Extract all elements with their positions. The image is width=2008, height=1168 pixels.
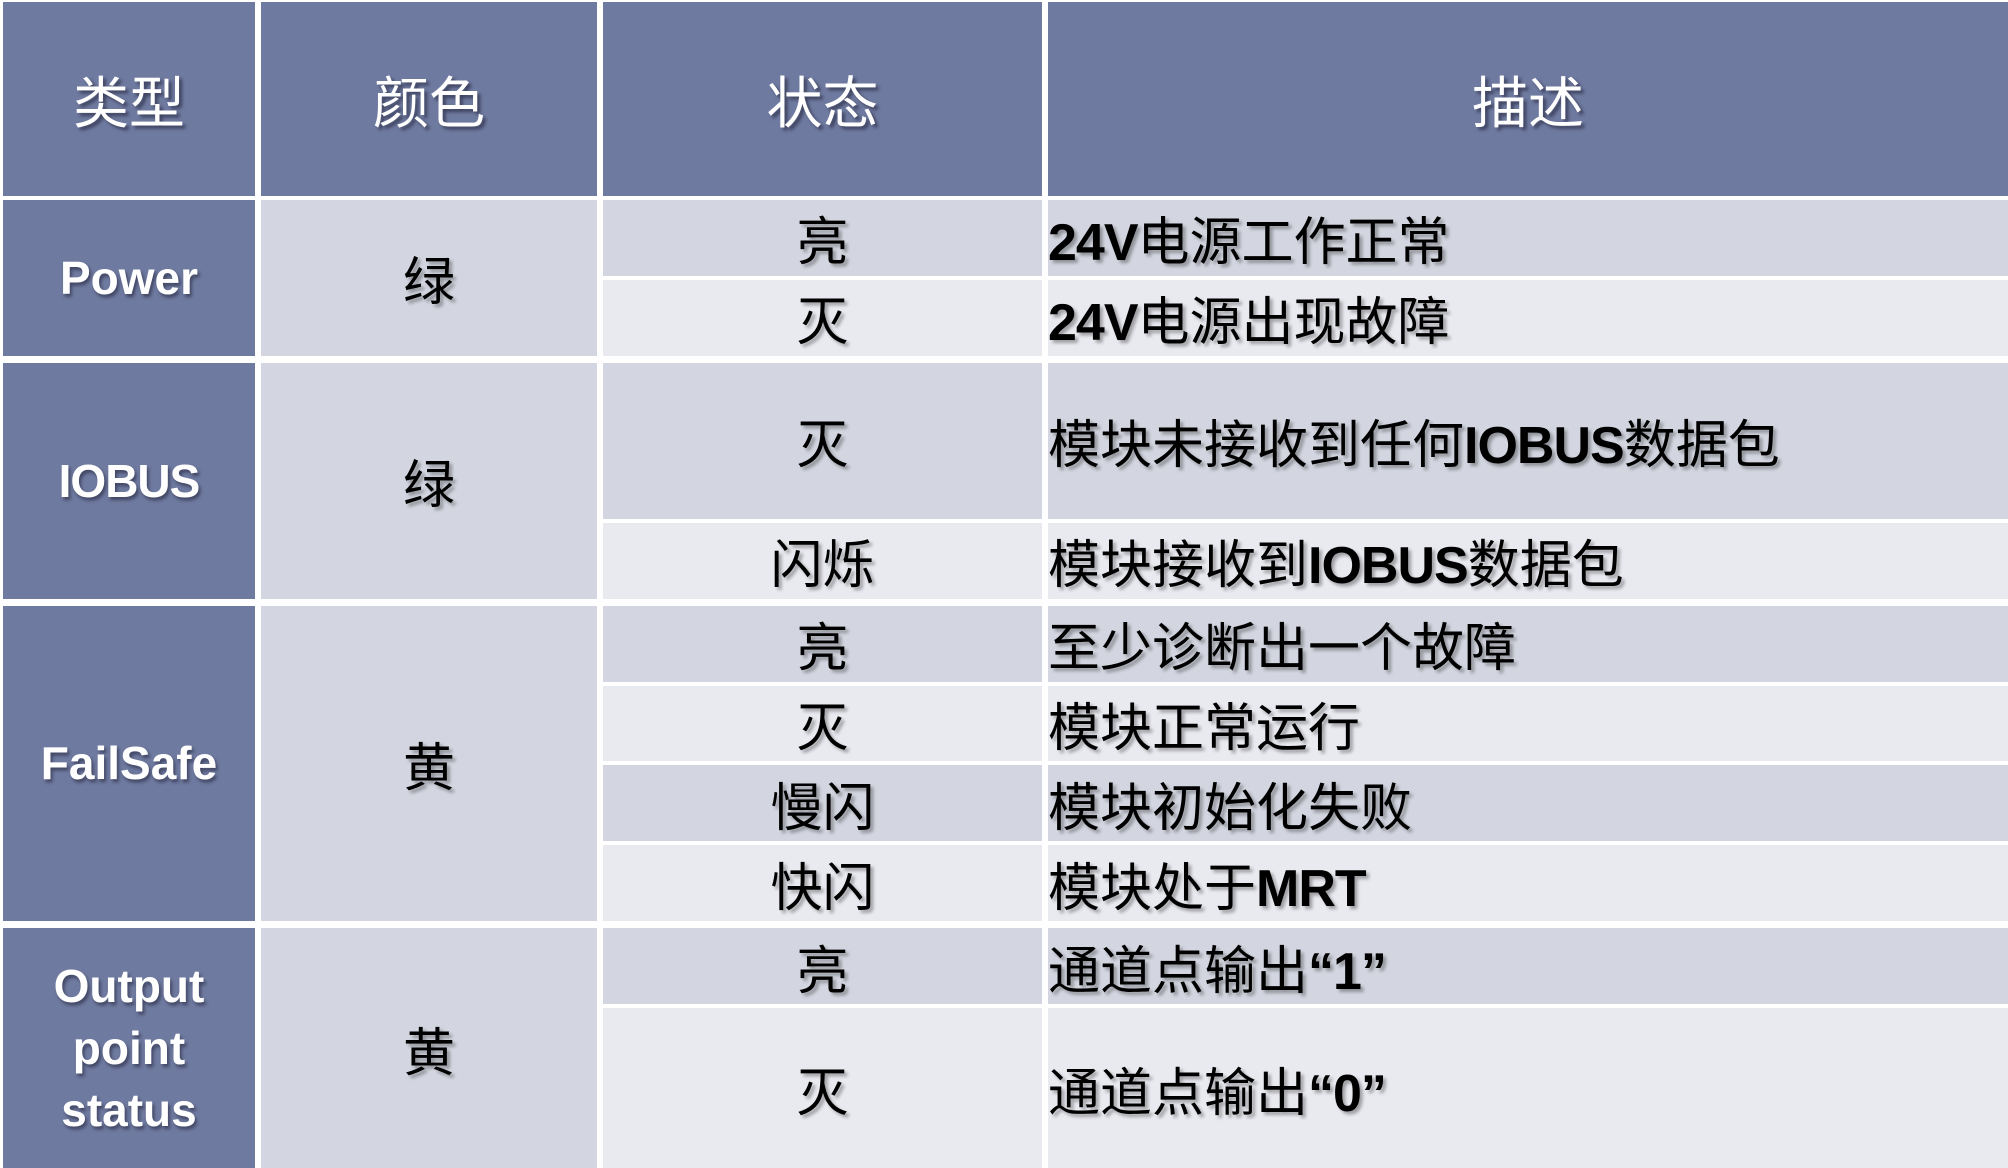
- color-cell-power: 绿: [261, 200, 603, 363]
- header-row: 类型 颜色 状态 描述: [3, 2, 2008, 200]
- header-cell-status: 状态: [603, 2, 1048, 200]
- status-cell: 亮: [603, 200, 1048, 280]
- description-cell: 通道点输出“0”: [1048, 1008, 2008, 1168]
- status-cell: 慢闪: [603, 765, 1048, 846]
- table-row-iobus-blink: 闪烁 模块接收到IOBUS数据包: [3, 522, 2008, 606]
- status-cell: 灭: [603, 685, 1048, 766]
- color-cell-iobus: 绿: [261, 362, 603, 606]
- description-cell: 模块处于MRT: [1048, 845, 2008, 929]
- description-cell: 通道点输出“1”: [1048, 928, 2008, 1009]
- description-cell: 模块未接收到任何IOBUS数据包: [1048, 362, 2008, 523]
- status-cell: 亮: [603, 605, 1048, 686]
- description-cell: 模块初始化失败: [1048, 765, 2008, 846]
- header-cell-type: 类型: [3, 2, 261, 200]
- description-cell: 模块接收到IOBUS数据包: [1048, 522, 2008, 606]
- status-cell: 快闪: [603, 845, 1048, 929]
- description-cell: 24V电源工作正常: [1048, 200, 2008, 280]
- type-cell-power: Power: [3, 200, 261, 363]
- table-row-iobus-off: IOBUS 绿 灭 模块未接收到任何IOBUS数据包: [3, 362, 2008, 606]
- table-row-failsafe-on: FailSafe 黄 亮 至少诊断出一个故障: [3, 605, 2008, 929]
- table-row-failsafe-slowblink: 慢闪 模块初始化失败: [3, 765, 2008, 846]
- status-cell: 亮: [603, 928, 1048, 1009]
- type-cell-output-point-status: Output point status: [3, 928, 261, 1168]
- type-cell-failsafe: FailSafe: [3, 605, 261, 929]
- header-cell-description: 描述: [1048, 2, 2008, 200]
- status-cell: 闪烁: [603, 522, 1048, 606]
- header-cell-color: 颜色: [261, 2, 603, 200]
- description-cell: 至少诊断出一个故障: [1048, 605, 2008, 686]
- status-cell: 灭: [603, 362, 1048, 523]
- led-status-table: 类型 颜色 状态 描述 Power 绿 亮 24V电源工作正常 灭 24V电源出…: [3, 2, 2008, 1168]
- color-cell-output-point-status: 黄: [261, 928, 603, 1168]
- table-row-power-on: Power 绿 亮 24V电源工作正常: [3, 200, 2008, 363]
- description-cell: 模块正常运行: [1048, 685, 2008, 766]
- table-row-failsafe-off: 灭 模块正常运行: [3, 685, 2008, 766]
- table-row-output-off: 灭 通道点输出“0”: [3, 1008, 2008, 1168]
- table-row-power-off: 灭 24V电源出现故障: [3, 279, 2008, 363]
- description-cell: 24V电源出现故障: [1048, 279, 2008, 363]
- status-cell: 灭: [603, 279, 1048, 363]
- status-cell: 灭: [603, 1008, 1048, 1168]
- color-cell-failsafe: 黄: [261, 605, 603, 929]
- table-row-failsafe-fastblink: 快闪 模块处于MRT: [3, 845, 2008, 929]
- table-row-output-on: Output point status 黄 亮 通道点输出“1”: [3, 928, 2008, 1168]
- type-cell-iobus: IOBUS: [3, 362, 261, 606]
